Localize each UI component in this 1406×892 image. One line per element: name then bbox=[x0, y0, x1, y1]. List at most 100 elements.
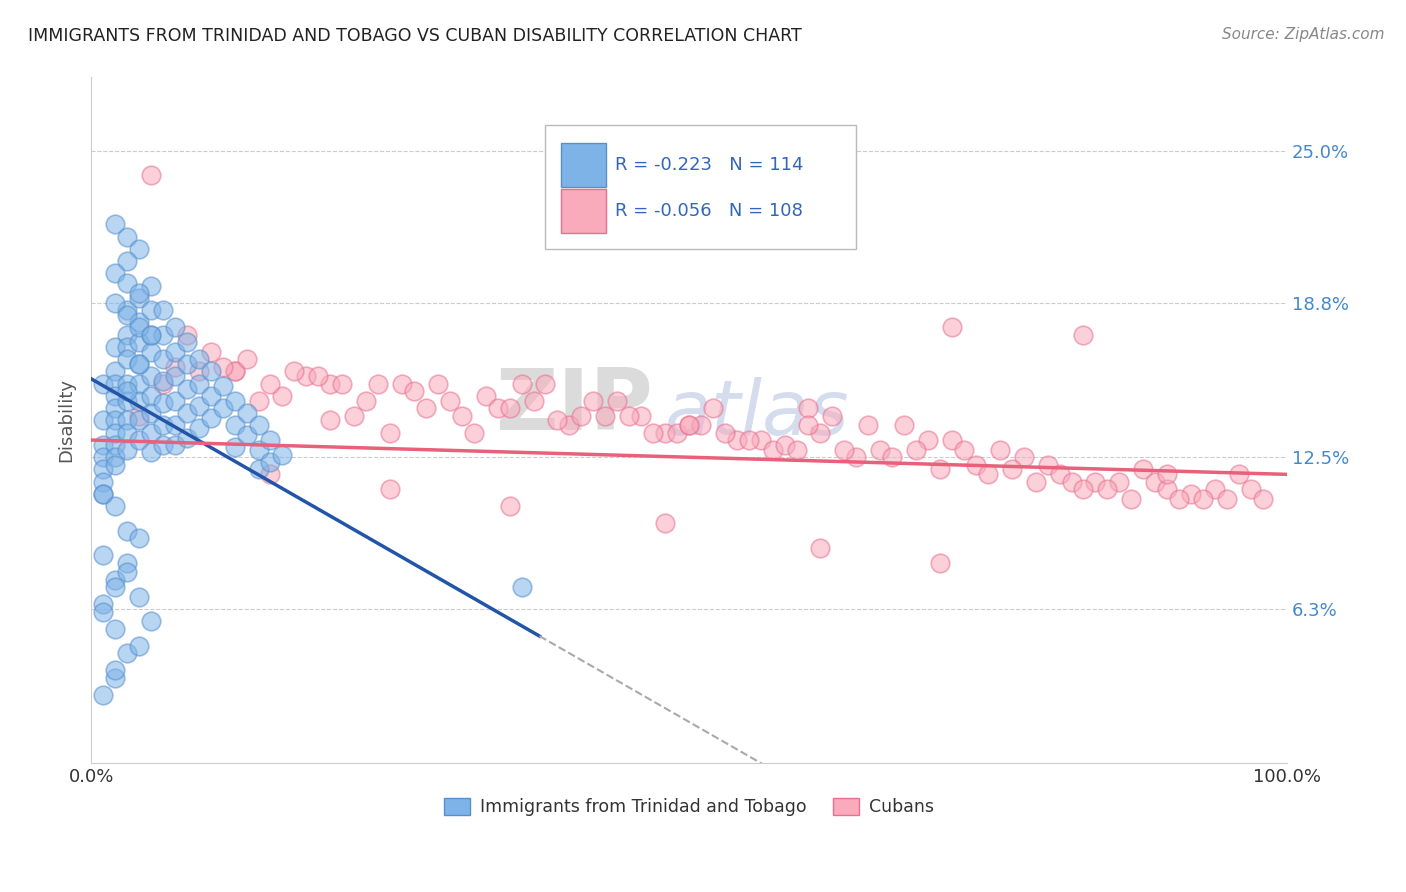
Point bbox=[845, 450, 868, 465]
Point bbox=[1073, 327, 1095, 342]
Point bbox=[115, 352, 138, 367]
Point bbox=[115, 393, 138, 408]
Point bbox=[128, 409, 150, 423]
Point bbox=[725, 433, 748, 447]
Point bbox=[786, 442, 808, 457]
Point bbox=[271, 389, 294, 403]
Point bbox=[91, 450, 114, 465]
Point bbox=[176, 327, 198, 342]
Point bbox=[247, 442, 270, 457]
Point bbox=[224, 393, 246, 408]
Point bbox=[378, 482, 401, 496]
Point bbox=[104, 413, 127, 427]
Point bbox=[91, 688, 114, 702]
Point bbox=[152, 438, 174, 452]
Point bbox=[187, 399, 209, 413]
Point bbox=[104, 458, 127, 472]
Point bbox=[187, 421, 209, 435]
Point bbox=[330, 376, 353, 391]
Point bbox=[367, 376, 389, 391]
Point bbox=[139, 303, 162, 318]
Point bbox=[689, 418, 711, 433]
Point bbox=[115, 413, 138, 427]
Point bbox=[115, 384, 138, 398]
Point bbox=[678, 418, 700, 433]
Point bbox=[247, 393, 270, 408]
Point bbox=[115, 229, 138, 244]
Point bbox=[91, 462, 114, 476]
Point bbox=[953, 442, 976, 457]
Point bbox=[200, 364, 222, 378]
Point bbox=[139, 327, 162, 342]
Point bbox=[128, 334, 150, 349]
Point bbox=[187, 376, 209, 391]
Point bbox=[869, 442, 891, 457]
Point bbox=[139, 344, 162, 359]
Point bbox=[115, 308, 138, 322]
Text: R = -0.223   N = 114: R = -0.223 N = 114 bbox=[614, 155, 803, 174]
Point bbox=[115, 442, 138, 457]
Point bbox=[450, 409, 472, 423]
Point bbox=[104, 671, 127, 685]
FancyBboxPatch shape bbox=[561, 143, 606, 187]
Point bbox=[593, 409, 616, 423]
Point bbox=[941, 433, 963, 447]
Point bbox=[211, 379, 233, 393]
Point bbox=[343, 409, 366, 423]
Point bbox=[163, 359, 186, 374]
Point bbox=[128, 320, 150, 334]
Point bbox=[176, 382, 198, 396]
Point bbox=[115, 340, 138, 354]
Point bbox=[128, 413, 150, 427]
Point bbox=[91, 487, 114, 501]
Point bbox=[91, 597, 114, 611]
Point bbox=[115, 327, 138, 342]
Point bbox=[1204, 482, 1226, 496]
Point bbox=[128, 242, 150, 256]
Point bbox=[641, 425, 664, 440]
Point bbox=[247, 418, 270, 433]
Point bbox=[463, 425, 485, 440]
Point bbox=[259, 433, 281, 447]
Point bbox=[714, 425, 737, 440]
Point bbox=[319, 376, 342, 391]
Point bbox=[176, 357, 198, 371]
Point bbox=[187, 352, 209, 367]
Point bbox=[115, 425, 138, 440]
Point bbox=[176, 406, 198, 420]
Point bbox=[498, 500, 520, 514]
Y-axis label: Disability: Disability bbox=[58, 378, 75, 462]
Point bbox=[738, 433, 761, 447]
Text: Source: ZipAtlas.com: Source: ZipAtlas.com bbox=[1222, 27, 1385, 42]
Point bbox=[163, 418, 186, 433]
Point bbox=[139, 369, 162, 384]
Point bbox=[115, 376, 138, 391]
Point bbox=[139, 327, 162, 342]
Point bbox=[882, 450, 904, 465]
Point bbox=[977, 467, 1000, 482]
Point bbox=[569, 409, 592, 423]
Point bbox=[235, 352, 257, 367]
Text: IMMIGRANTS FROM TRINIDAD AND TOBAGO VS CUBAN DISABILITY CORRELATION CHART: IMMIGRANTS FROM TRINIDAD AND TOBAGO VS C… bbox=[28, 27, 801, 45]
Point bbox=[128, 286, 150, 301]
Point bbox=[104, 267, 127, 281]
Point bbox=[104, 364, 127, 378]
Point bbox=[163, 369, 186, 384]
Point bbox=[917, 433, 939, 447]
Point bbox=[235, 406, 257, 420]
Point bbox=[295, 369, 318, 384]
Point bbox=[1192, 491, 1215, 506]
Point bbox=[211, 401, 233, 416]
Point bbox=[834, 442, 856, 457]
Point bbox=[630, 409, 652, 423]
Point bbox=[152, 327, 174, 342]
Point bbox=[115, 254, 138, 268]
Point bbox=[235, 428, 257, 442]
Point bbox=[534, 376, 557, 391]
Point bbox=[176, 431, 198, 445]
Point bbox=[1121, 491, 1143, 506]
Point bbox=[115, 303, 138, 318]
Point bbox=[259, 455, 281, 469]
Point bbox=[1168, 491, 1191, 506]
Point bbox=[104, 450, 127, 465]
